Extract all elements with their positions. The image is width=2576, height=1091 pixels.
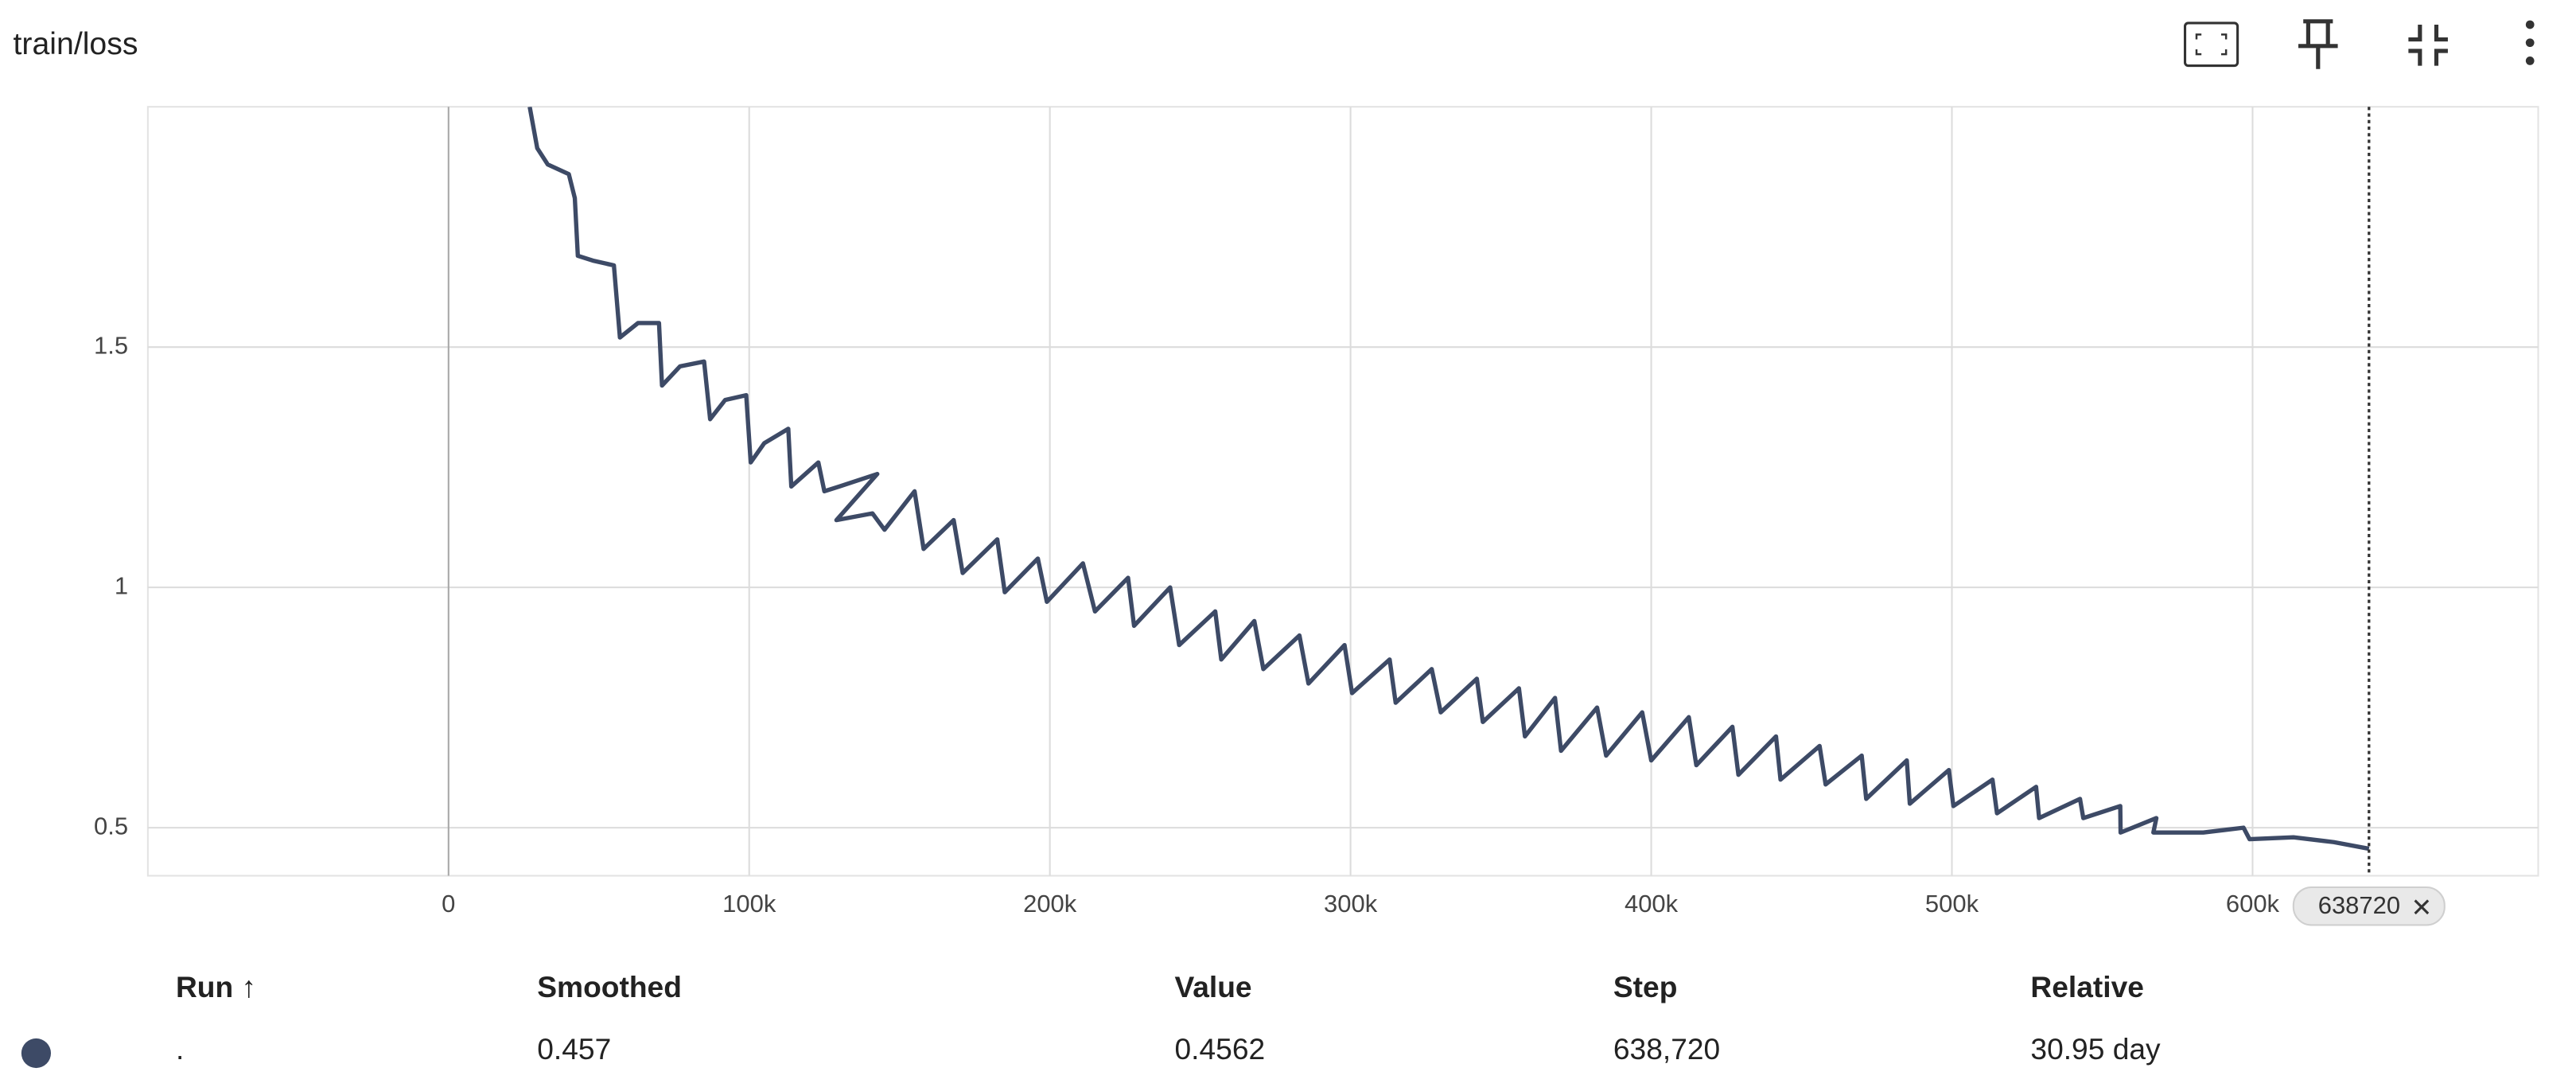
column-header: Step [1613, 970, 1678, 1003]
cursor-chip [2292, 886, 2446, 926]
x-tick-label: 0 [442, 890, 455, 918]
card-title: train/loss [14, 26, 138, 61]
table-cell: 30.95 day [2030, 1032, 2161, 1066]
column-header: Smoothed [537, 970, 682, 1003]
cursor-close[interactable] [2414, 899, 2430, 915]
table-cell: 638,720 [1613, 1032, 1720, 1066]
x-tick-label: 200k [1023, 890, 1077, 918]
collapse-button[interactable] [2408, 24, 2448, 66]
menu-button[interactable] [2525, 20, 2535, 65]
x-tick-label: 100k [722, 890, 776, 918]
run-color-dot [21, 1038, 52, 1069]
table-cell: 0.4562 [1175, 1032, 1266, 1066]
pin-button[interactable] [2298, 19, 2338, 69]
x-tick-label: 400k [1625, 890, 1679, 918]
y-tick-label: 0.5 [94, 812, 128, 840]
y-tick-label: 1 [115, 571, 128, 599]
table-cell: 0.457 [537, 1032, 611, 1066]
column-header: Value [1175, 970, 1252, 1003]
fit-domain-button[interactable] [2183, 21, 2239, 68]
x-tick-label: 500k [1925, 890, 1979, 918]
loss-line [527, 107, 2370, 851]
column-header: Run ↑ [176, 970, 256, 1003]
cursor-step-label: 638720 [2318, 891, 2400, 919]
x-tick-label: 300k [1324, 890, 1378, 918]
x-tick-label: 600k [2226, 890, 2280, 918]
table-cell: . [176, 1032, 184, 1066]
plot-frame [146, 106, 2539, 877]
y-tick-label: 1.5 [94, 331, 128, 359]
column-header: Relative [2030, 970, 2144, 1003]
